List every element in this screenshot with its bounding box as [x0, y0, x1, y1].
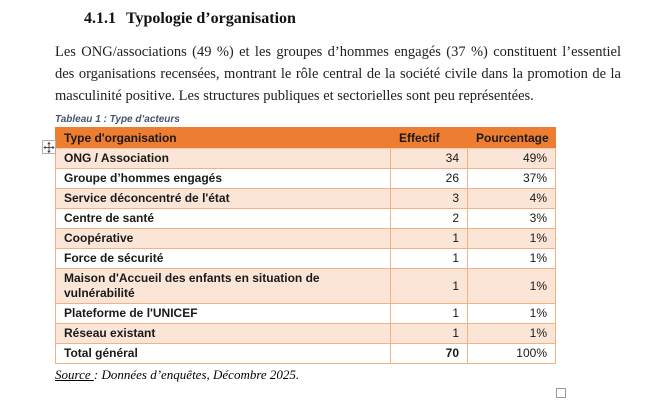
- header-type: Type d'organisation: [55, 127, 391, 149]
- move-arrows-icon: [43, 141, 55, 153]
- cell-organisation-type: Force de sécurité: [55, 248, 391, 269]
- table-row: ONG / Association 34 49%: [55, 148, 556, 169]
- cell-effectif: 1: [390, 228, 468, 249]
- header-effectif: Effectif: [390, 127, 468, 149]
- cell-effectif: 1: [390, 248, 468, 269]
- table-caption: Tableau 1 : Type d’acteurs: [55, 114, 180, 125]
- cell-effectif: 34: [390, 148, 468, 169]
- cell-pourcentage: 49%: [467, 148, 556, 169]
- cell-organisation-type: Réseau existant: [55, 323, 391, 344]
- source-line: Source : Données d’enquêtes, Décombre 20…: [55, 367, 664, 383]
- cell-organisation-type: Total général: [55, 343, 391, 364]
- source-colon: :: [93, 367, 99, 382]
- source-label: Source: [55, 367, 94, 382]
- table-row: Plateforme de l'UNICEF 1 1%: [55, 303, 556, 324]
- cell-effectif: 26: [390, 168, 468, 189]
- table-header-row: Type d'organisation Effectif Pourcentage: [55, 127, 556, 149]
- section-heading: 4.1.1 Typologie d’organisation: [84, 10, 664, 28]
- cell-organisation-type: ONG / Association: [55, 148, 391, 169]
- table-row: Force de sécurité 1 1%: [55, 248, 556, 269]
- table-row: Service déconcentré de l'état 3 4%: [55, 188, 556, 209]
- cell-organisation-type: Groupe d’hommes engagés: [55, 168, 391, 189]
- table-row: Groupe d’hommes engagés 26 37%: [55, 168, 556, 189]
- cell-pourcentage: 1%: [467, 323, 556, 344]
- source-text: Données d’enquêtes, Décombre 2025.: [98, 367, 300, 382]
- cell-organisation-type: Coopérative: [55, 228, 391, 249]
- cell-effectif: 1: [390, 323, 468, 344]
- heading-number: 4.1.1: [84, 10, 116, 27]
- cell-pourcentage: 1%: [467, 268, 556, 304]
- cell-effectif: 3: [390, 188, 468, 209]
- cell-effectif: 1: [390, 303, 468, 324]
- typology-table: Type d'organisation Effectif Pourcentage…: [55, 127, 556, 364]
- cell-effectif: 1: [390, 268, 468, 304]
- cell-organisation-type: Centre de santé: [55, 208, 391, 229]
- table-resize-handle[interactable]: [556, 388, 566, 398]
- cell-organisation-type: Plateforme de l'UNICEF: [55, 303, 391, 324]
- cell-effectif: 70: [390, 343, 468, 364]
- cell-organisation-type: Service déconcentré de l'état: [55, 188, 391, 209]
- table-row: Maison d'Accueil des enfants en situatio…: [55, 268, 556, 304]
- table-body: ONG / Association 34 49% Groupe d’hommes…: [55, 148, 556, 364]
- cell-pourcentage: 37%: [467, 168, 556, 189]
- table-move-handle[interactable]: [42, 140, 56, 154]
- heading-title: Typologie d’organisation: [126, 10, 296, 27]
- cell-pourcentage: 1%: [467, 248, 556, 269]
- intro-paragraph: Les ONG/associations (49 %) et les group…: [55, 44, 621, 104]
- table-row: Coopérative 1 1%: [55, 228, 556, 249]
- cell-pourcentage: 3%: [467, 208, 556, 229]
- cell-organisation-type: Maison d'Accueil des enfants en situatio…: [55, 268, 391, 304]
- table-row: Centre de santé 2 3%: [55, 208, 556, 229]
- cell-effectif: 2: [390, 208, 468, 229]
- cell-pourcentage: 4%: [467, 188, 556, 209]
- table-row: Réseau existant 1 1%: [55, 323, 556, 344]
- cell-pourcentage: 100%: [467, 343, 556, 364]
- cell-pourcentage: 1%: [467, 228, 556, 249]
- cell-pourcentage: 1%: [467, 303, 556, 324]
- table-row: Total général 70 100%: [55, 343, 556, 364]
- header-pourcentage: Pourcentage: [467, 127, 556, 149]
